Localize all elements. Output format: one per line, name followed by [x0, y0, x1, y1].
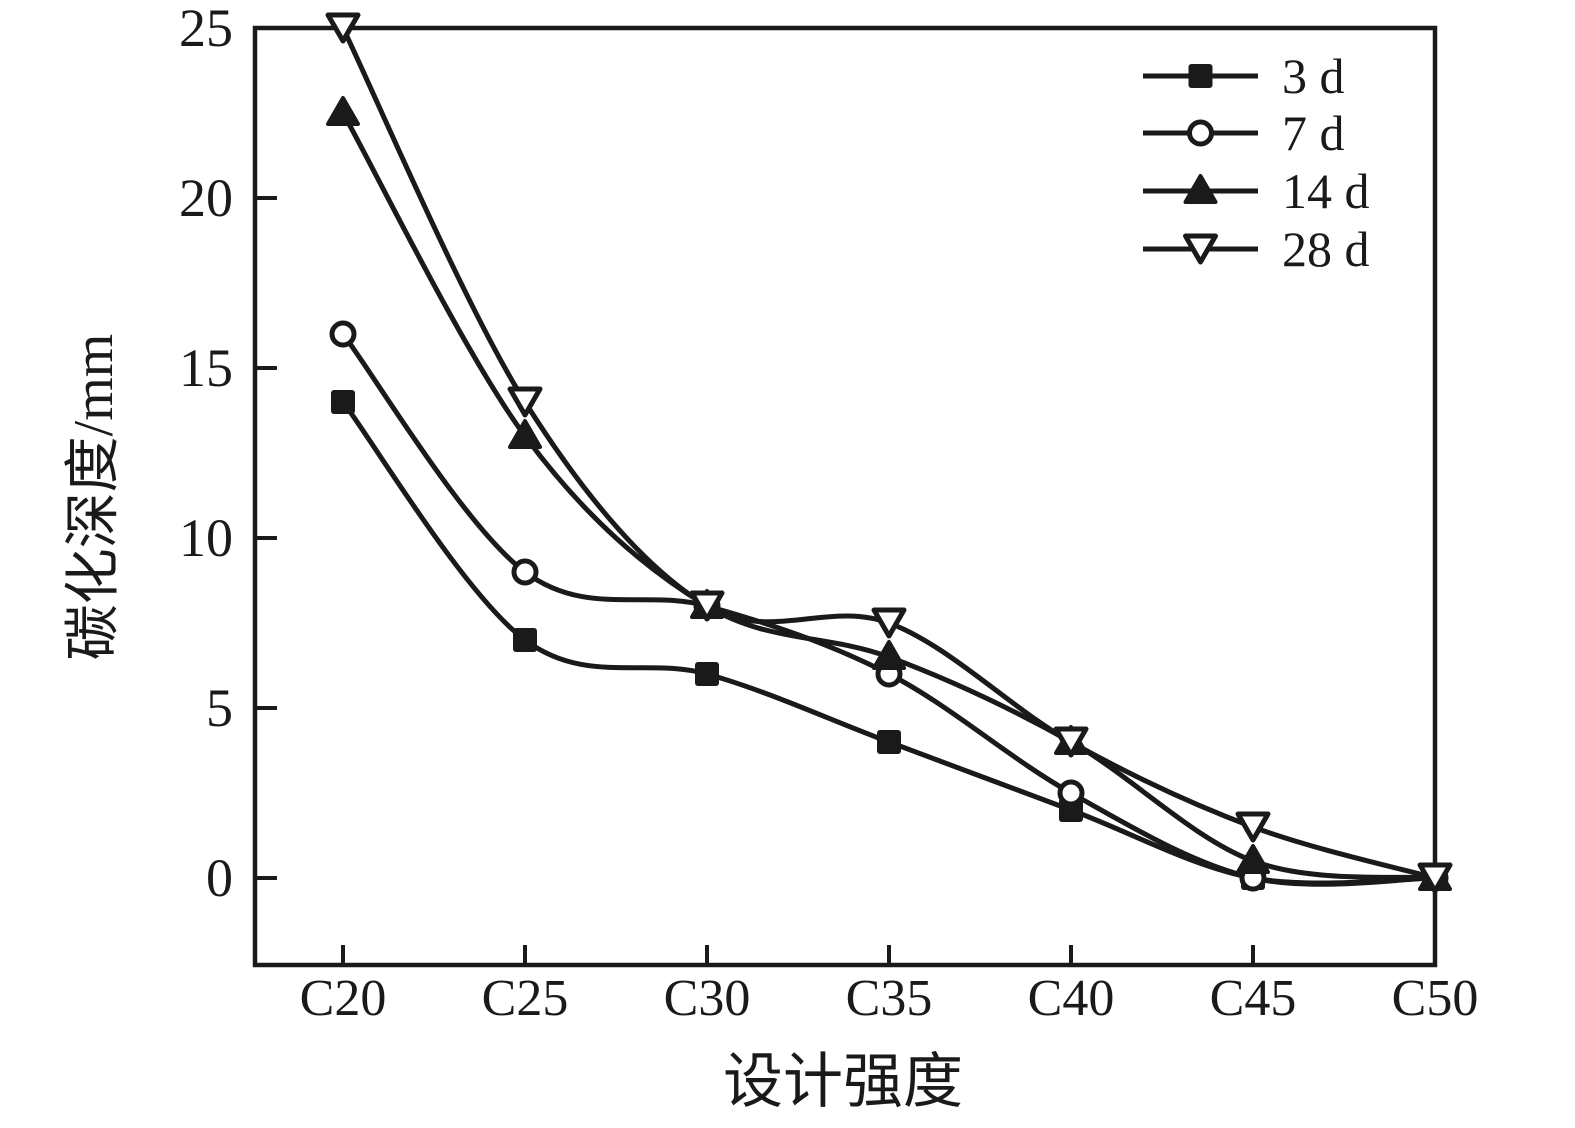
marker-28d-c25: [507, 386, 543, 418]
y-tick-label-0: 0: [206, 848, 233, 908]
marker-7d-c40: [1057, 779, 1085, 807]
y-tick-label-25: 25: [179, 0, 233, 58]
legend-label-7d: 7 d: [1282, 105, 1345, 161]
legend-label-3d: 3 d: [1282, 48, 1345, 104]
marker-28d-c30: [689, 590, 725, 622]
x-tick-label-c50: C50: [1392, 970, 1479, 1027]
marker-3d-c20: [331, 390, 355, 414]
x-tick-label-c20: C20: [300, 970, 387, 1027]
marker-7d-c20: [329, 320, 357, 348]
y-tick-label-15: 15: [179, 338, 233, 398]
marker-28d-c45: [1235, 811, 1271, 843]
y-tick-label-10: 10: [179, 508, 233, 568]
marker-14d-c20: [326, 96, 360, 126]
legend-marker-14d: [1183, 174, 1218, 204]
legend-marker-28d: [1183, 233, 1218, 265]
marker-3d-c25: [513, 628, 537, 652]
marker-14d-c25: [508, 419, 542, 449]
legend-marker-7d: [1187, 119, 1214, 147]
marker-28d-c50: [1417, 862, 1453, 894]
marker-14d-c35: [872, 640, 906, 670]
marker-7d-c25: [511, 558, 539, 586]
legend-label-28d: 28 d: [1282, 221, 1370, 277]
plot-frame: [252, 25, 1438, 968]
x-tick-label-c35: C35: [846, 970, 933, 1027]
y-axis-title: 碳化深度/mm: [63, 334, 125, 661]
x-axis-title: 设计强度: [723, 1049, 963, 1115]
legend-label-14d: 14 d: [1282, 163, 1370, 219]
marker-3d-c30: [695, 662, 719, 686]
marker-28d-c20: [325, 12, 361, 44]
legend-marker-3d: [1188, 64, 1213, 88]
marker-28d-c35: [871, 607, 907, 639]
series-line-28d: [340, 25, 1438, 881]
x-tick-label-c40: C40: [1028, 970, 1115, 1027]
marker-3d-c35: [877, 730, 901, 754]
marker-28d-c40: [1053, 726, 1089, 758]
series-line-14d: [340, 110, 1438, 881]
x-tick-label-c45: C45: [1210, 970, 1297, 1027]
y-tick-label-20: 20: [179, 168, 233, 228]
x-tick-label-c30: C30: [664, 970, 751, 1027]
x-tick-label-c25: C25: [482, 970, 569, 1027]
marker-14d-c45: [1236, 844, 1270, 874]
y-tick-label-5: 5: [206, 678, 233, 738]
